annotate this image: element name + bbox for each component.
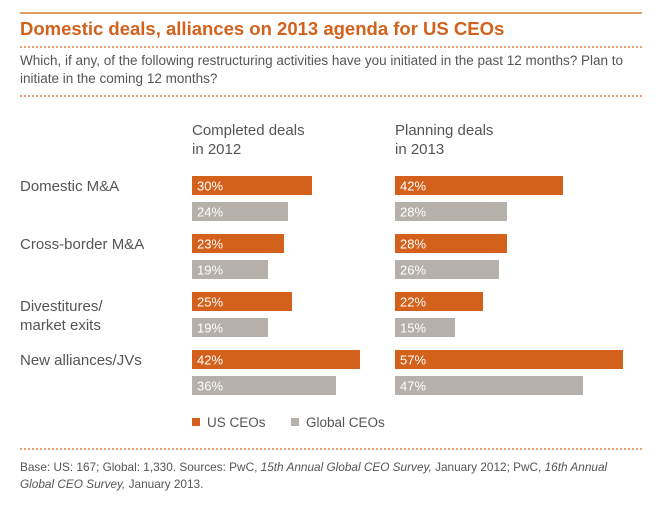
chart-title: Domestic deals, alliances on 2013 agenda…	[20, 18, 505, 39]
footnote-source-1: 15th Annual Global CEO Survey,	[260, 460, 432, 474]
value-label-planning-us-3: 22%	[400, 295, 426, 310]
top-rule	[20, 12, 642, 14]
value-label-completed-us-2: 23%	[197, 237, 223, 252]
bar-planning-us-1	[395, 176, 563, 195]
legend-swatch-2	[291, 418, 299, 426]
panel-title-2-line-1: Planning deals	[395, 122, 493, 139]
value-label-planning-us-2: 28%	[400, 237, 426, 252]
subtitle-divider	[20, 95, 642, 97]
footnote-divider	[20, 448, 642, 450]
bar-planning-global-3	[395, 318, 455, 337]
value-label-completed-us-4: 42%	[197, 353, 223, 368]
category-label-4: New alliances/JVs	[20, 352, 142, 369]
bar-chart: Completed deals in 2012 Planning deals in 2…	[20, 122, 623, 430]
value-label-completed-us-1: 30%	[197, 179, 223, 194]
panel-title-1-line-1: Completed deals	[192, 122, 305, 139]
value-label-planning-us-4: 57%	[400, 353, 426, 368]
value-label-completed-us-3: 25%	[197, 295, 223, 310]
bar-planning-global-2	[395, 260, 499, 279]
bar-planning-us-2	[395, 234, 507, 253]
bar-planning-global-1	[395, 202, 507, 221]
value-label-completed-global-3: 19%	[197, 321, 223, 336]
bar-completed-global-4	[192, 376, 336, 395]
bar-completed-us-3	[192, 292, 292, 311]
category-label-1: Domestic M&A	[20, 178, 119, 195]
footnote-text-3: January 2013.	[125, 477, 204, 491]
value-label-planning-us-1: 42%	[400, 179, 426, 194]
bar-completed-global-2	[192, 260, 268, 279]
legend-swatch-1	[192, 418, 200, 426]
bar-completed-us-2	[192, 234, 284, 253]
footnote-source-2: 16th Annual Global CEO Survey,	[20, 460, 608, 491]
category-label-3-line-1: Divestitures/	[20, 298, 103, 315]
value-label-completed-global-1: 24%	[197, 205, 223, 220]
category-label-3-line-2: market exits	[20, 317, 101, 334]
value-label-completed-global-4: 36%	[197, 379, 223, 394]
legend-label-2: Global CEOs	[306, 415, 385, 430]
bar-planning-global-4	[395, 376, 583, 395]
value-label-completed-global-2: 19%	[197, 263, 223, 278]
value-label-planning-global-3: 15%	[400, 321, 426, 336]
value-label-planning-global-2: 26%	[400, 263, 426, 278]
bar-planning-us-4	[395, 350, 623, 369]
bar-completed-us-1	[192, 176, 312, 195]
value-label-planning-global-1: 28%	[400, 205, 426, 220]
bar-planning-us-3	[395, 292, 483, 311]
category-label-2: Cross-border M&A	[20, 236, 144, 253]
title-divider	[20, 46, 642, 48]
panel-title-2-line-2: in 2013	[395, 141, 444, 158]
chart-subtitle: Which, if any, of the following restruct…	[20, 53, 624, 86]
bar-completed-global-3	[192, 318, 268, 337]
value-label-planning-global-4: 47%	[400, 379, 426, 394]
panel-title-1-line-2: in 2012	[192, 141, 241, 158]
footnote-text-2: January 2012; PwC,	[431, 460, 545, 474]
footnote: Base: US: 167; Global: 1,330. Sources: P…	[20, 459, 640, 493]
footnote-text-1: Base: US: 167; Global: 1,330. Sources: P…	[20, 460, 261, 474]
legend-label-1: US CEOs	[207, 415, 266, 430]
bar-completed-global-1	[192, 202, 288, 221]
bar-completed-us-4	[192, 350, 360, 369]
